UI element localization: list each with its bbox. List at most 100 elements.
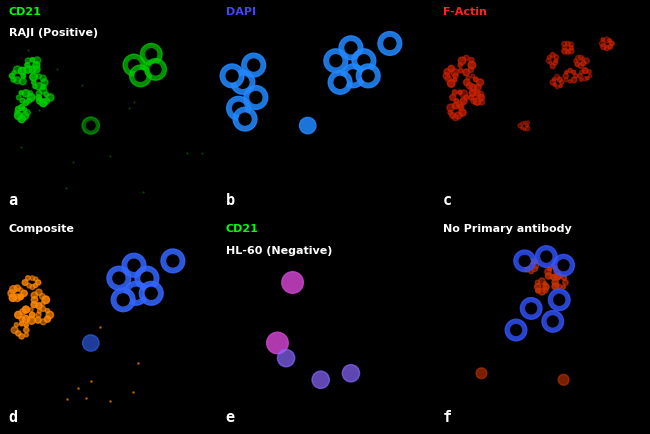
Circle shape bbox=[358, 55, 370, 67]
Circle shape bbox=[83, 335, 99, 351]
Circle shape bbox=[523, 122, 526, 124]
Circle shape bbox=[556, 273, 562, 279]
Circle shape bbox=[455, 112, 462, 119]
Circle shape bbox=[139, 281, 163, 305]
Circle shape bbox=[469, 95, 474, 100]
Circle shape bbox=[528, 259, 534, 264]
Circle shape bbox=[569, 46, 573, 50]
Circle shape bbox=[477, 91, 484, 97]
Circle shape bbox=[15, 112, 22, 119]
Circle shape bbox=[36, 280, 41, 285]
Circle shape bbox=[580, 70, 584, 74]
Circle shape bbox=[31, 296, 38, 303]
Circle shape bbox=[34, 57, 40, 64]
Circle shape bbox=[554, 266, 559, 270]
Circle shape bbox=[146, 287, 157, 299]
Circle shape bbox=[588, 74, 592, 77]
Circle shape bbox=[282, 272, 304, 293]
Circle shape bbox=[111, 288, 135, 312]
Circle shape bbox=[25, 62, 30, 68]
Circle shape bbox=[586, 76, 589, 80]
Circle shape bbox=[469, 57, 474, 62]
Circle shape bbox=[565, 71, 568, 74]
Circle shape bbox=[518, 123, 523, 128]
Circle shape bbox=[19, 316, 25, 322]
Circle shape bbox=[82, 117, 99, 134]
Circle shape bbox=[117, 294, 129, 306]
Circle shape bbox=[601, 44, 606, 49]
Circle shape bbox=[547, 56, 551, 59]
Circle shape bbox=[12, 71, 16, 75]
Circle shape bbox=[448, 66, 454, 72]
Circle shape bbox=[468, 61, 476, 69]
Circle shape bbox=[566, 49, 570, 54]
Circle shape bbox=[242, 53, 266, 77]
Circle shape bbox=[469, 84, 476, 91]
Circle shape bbox=[40, 87, 47, 94]
Circle shape bbox=[248, 59, 259, 71]
Circle shape bbox=[580, 61, 586, 66]
Circle shape bbox=[541, 251, 552, 262]
Text: b: b bbox=[226, 193, 235, 208]
Circle shape bbox=[9, 294, 16, 301]
Circle shape bbox=[583, 77, 588, 81]
Circle shape bbox=[523, 128, 526, 131]
Circle shape bbox=[22, 306, 29, 313]
Circle shape bbox=[505, 319, 527, 341]
Circle shape bbox=[471, 98, 476, 104]
Circle shape bbox=[464, 95, 469, 100]
Circle shape bbox=[10, 286, 17, 293]
Circle shape bbox=[575, 55, 581, 61]
Circle shape bbox=[552, 283, 559, 290]
Circle shape bbox=[562, 42, 567, 46]
Circle shape bbox=[453, 73, 458, 79]
Circle shape bbox=[550, 53, 555, 58]
Circle shape bbox=[559, 84, 562, 87]
Circle shape bbox=[113, 272, 125, 284]
Text: DAPI: DAPI bbox=[226, 7, 255, 17]
Circle shape bbox=[582, 57, 584, 60]
Circle shape bbox=[14, 285, 20, 291]
Circle shape bbox=[86, 121, 95, 130]
Circle shape bbox=[479, 99, 484, 105]
Circle shape bbox=[378, 32, 402, 56]
Circle shape bbox=[450, 112, 456, 118]
Circle shape bbox=[129, 59, 139, 70]
Circle shape bbox=[341, 64, 365, 88]
Circle shape bbox=[278, 349, 294, 367]
Circle shape bbox=[8, 290, 15, 297]
Circle shape bbox=[551, 275, 557, 280]
Circle shape bbox=[545, 273, 552, 279]
Circle shape bbox=[33, 66, 40, 73]
Circle shape bbox=[300, 117, 316, 134]
Circle shape bbox=[451, 69, 458, 76]
Circle shape bbox=[524, 262, 530, 268]
Circle shape bbox=[551, 64, 555, 69]
Circle shape bbox=[543, 282, 547, 286]
Circle shape bbox=[27, 283, 31, 288]
Text: f: f bbox=[443, 410, 452, 425]
Circle shape bbox=[23, 108, 27, 112]
Circle shape bbox=[345, 42, 357, 54]
Circle shape bbox=[150, 64, 161, 75]
Circle shape bbox=[334, 76, 346, 88]
Circle shape bbox=[25, 276, 30, 280]
Circle shape bbox=[458, 63, 462, 67]
Circle shape bbox=[556, 85, 559, 89]
Circle shape bbox=[356, 64, 380, 88]
Circle shape bbox=[447, 79, 455, 87]
Circle shape bbox=[458, 57, 466, 65]
Circle shape bbox=[557, 284, 562, 289]
Text: F-Actin: F-Actin bbox=[443, 7, 486, 17]
Circle shape bbox=[563, 280, 568, 285]
Circle shape bbox=[532, 262, 539, 269]
Circle shape bbox=[553, 83, 556, 86]
Circle shape bbox=[553, 61, 557, 65]
Circle shape bbox=[40, 302, 45, 306]
Circle shape bbox=[519, 256, 530, 266]
Circle shape bbox=[458, 90, 462, 95]
Circle shape bbox=[23, 327, 29, 333]
Circle shape bbox=[601, 38, 604, 41]
Circle shape bbox=[552, 78, 556, 81]
Circle shape bbox=[250, 92, 262, 103]
